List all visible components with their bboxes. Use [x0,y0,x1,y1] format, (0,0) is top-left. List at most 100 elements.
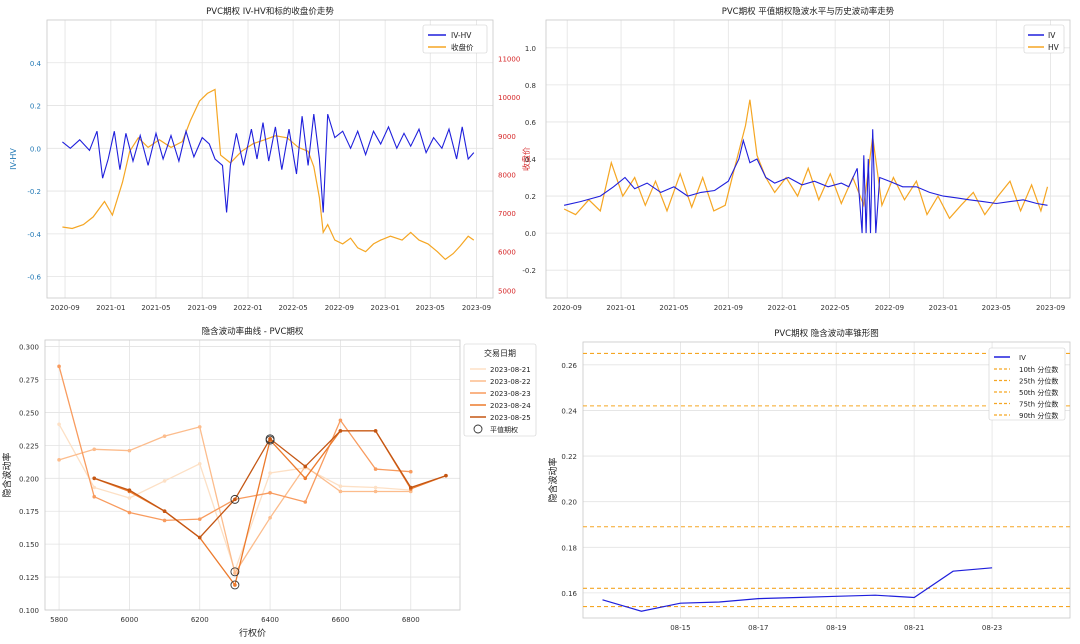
y-tick-label: 0.2 [525,193,536,201]
legend-label: 25th 分位数 [1019,377,1058,386]
y2-tick-label: 5000 [498,287,516,295]
data-point [338,484,343,488]
data-point [268,436,272,441]
atm-marker [230,580,240,590]
data-point [162,434,167,438]
y-tick-label: 0.16 [561,590,577,598]
legend-label: 2023-08-23 [490,390,531,398]
x-tick-label: 2022-05 [821,304,850,312]
legend: IV 10th 分位数 25th 分位数 50th 分位数 75th 分位数 90th 分… [988,347,1066,421]
x-tick-label: 08-23 [982,624,1002,632]
x-tick-label: 2022-05 [278,304,307,312]
legend-label: 2023-08-21 [490,366,531,374]
y-tick-label: 0.4 [30,60,42,68]
legend-label: 2023-08-25 [490,414,531,422]
y-tick-label: 0.100 [19,607,39,615]
data-point [373,467,378,471]
chart-title: PVC期权 平值期权隐波水平与历史波动率走势 [722,6,895,17]
data-point [162,509,167,514]
chart-title: 隐含波动率曲线 - PVC期权 [202,326,304,337]
x-tick-label: 6800 [402,616,420,624]
data-point [408,469,413,474]
y-tick-label: 0.18 [561,544,577,552]
x-tick-label: 2021-09 [188,304,217,312]
data-point [408,489,413,494]
y-tick-label: 1.0 [525,45,536,53]
data-point [57,422,61,427]
x-tick-label: 08-17 [748,624,768,632]
data-point [233,583,237,587]
legend: IV HV [1023,24,1065,54]
y-tick-label: -0.4 [27,231,41,239]
x-tick-label: 2021-05 [141,304,170,312]
y-tick-label: -0.6 [27,274,41,282]
plot-frame [545,19,1071,299]
chart-ivhv-price: 2020-09 2021-01 2021-05 2021-09 2022-01 2022-… [9,6,531,312]
data-point [408,485,413,490]
series-line-iv-hv [62,113,475,213]
y-axis-label: 隐含波动率 [1,452,13,497]
legend-atm-marker [473,424,483,434]
y2-tick-label: 11000 [498,56,520,64]
y-tick-label: 0.0 [525,230,536,238]
x-tick-label: 08-19 [826,624,846,632]
x-tick-label: 6000 [120,616,138,624]
data-point [197,425,202,429]
y-tick-label: 0.250 [19,409,39,417]
x-tick-label: 2021-09 [714,304,743,312]
legend-box [463,343,537,437]
y-tick-label: 0.2 [30,103,41,111]
x-tick-label: 2021-01 [606,304,635,312]
data-point [338,489,343,494]
y-tick-label: 0.8 [525,82,536,90]
y-tick-label: 0.4 [525,156,537,164]
y-tick-label: -0.2 [522,267,536,275]
chart-iv-hv-trend: 2020-09 2021-01 2021-05 2021-09 2022-01 2022-… [522,6,1071,312]
series-line-2023-08-21 [58,423,411,573]
x-tick-label: 2020-09 [553,304,582,312]
plot-frame [46,19,494,299]
x-tick-label: 6600 [332,616,350,624]
data-point [127,510,132,515]
legend-label: 90th 分位数 [1019,411,1058,420]
x-tick-label: 2023-05 [982,304,1011,312]
y-tick-label: 0.22 [561,453,577,461]
data-point [303,464,308,469]
x-tick-label: 2022-01 [768,304,797,312]
y-tick-label: 0.275 [19,377,39,385]
legend-label: IV [1019,354,1026,362]
series-line-iv [563,129,1048,234]
legend-label: 2023-08-24 [490,402,531,410]
legend-label: 50th 分位数 [1019,388,1058,397]
y-tick-label: 0.125 [19,574,39,582]
chart-title: PVC期权 IV-HV和标的收盘价走势 [206,6,334,17]
legend-box [422,24,488,54]
plot-frame [44,339,461,611]
data-point [92,494,97,499]
legend-box [1023,24,1065,54]
series-line-iv [602,567,993,612]
x-tick-label: 08-15 [670,624,690,632]
data-point [92,447,97,452]
series-line-close-price [62,88,475,261]
legend-label: 平值期权 [490,425,518,434]
chart-iv-cone: 08-15 08-17 08-19 08-21 08-23 0.16 0.18 0.20 0.2… [547,328,1071,632]
atm-marker [230,567,240,577]
x-tick-label: 2022-09 [875,304,904,312]
data-point [268,490,272,495]
legend-label: 收盘价 [451,42,474,52]
data-point [233,497,237,502]
data-point [162,479,167,483]
y2-tick-label: 10000 [498,94,520,102]
y-tick-label: 0.175 [19,508,39,516]
y-axis-label: 隐含波动率 [547,457,559,502]
legend-label: IV-HV [451,31,472,40]
x-tick-label: 2020-09 [50,304,79,312]
data-point [303,500,308,504]
x-axis-label: 行权价 [239,627,266,639]
data-point [268,516,272,520]
x-tick-label: 2023-01 [929,304,958,312]
data-point [197,535,202,540]
data-point [197,517,202,521]
y-tick-label: 0.26 [561,362,577,370]
